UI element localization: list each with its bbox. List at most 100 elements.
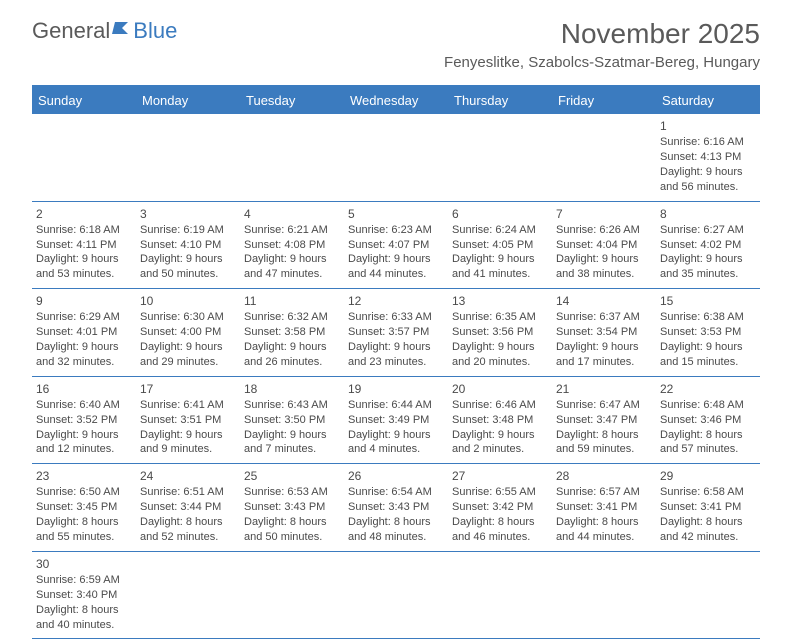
day-number: 9 — [36, 293, 132, 309]
sunset-text: Sunset: 4:10 PM — [140, 238, 236, 253]
day-number: 29 — [660, 468, 756, 484]
day-cell: 11Sunrise: 6:32 AMSunset: 3:58 PMDayligh… — [240, 289, 344, 376]
empty-cell — [136, 552, 240, 639]
sunset-text: Sunset: 3:46 PM — [660, 413, 756, 428]
daylight-text: Daylight: 8 hours — [660, 515, 756, 530]
day-number: 4 — [244, 206, 340, 222]
empty-cell — [344, 114, 448, 201]
daylight-text: and 53 minutes. — [36, 267, 132, 282]
daylight-text: Daylight: 9 hours — [452, 252, 548, 267]
daylight-text: and 17 minutes. — [556, 355, 652, 370]
daylight-text: and 2 minutes. — [452, 442, 548, 457]
sunset-text: Sunset: 3:54 PM — [556, 325, 652, 340]
daylight-text: Daylight: 8 hours — [660, 428, 756, 443]
daylight-text: and 38 minutes. — [556, 267, 652, 282]
day-number: 25 — [244, 468, 340, 484]
title-block: November 2025 Fenyeslitke, Szabolcs-Szat… — [444, 18, 760, 71]
logo-text-1: General — [32, 18, 110, 44]
day-cell: 20Sunrise: 6:46 AMSunset: 3:48 PMDayligh… — [448, 377, 552, 464]
empty-cell — [32, 114, 136, 201]
day-number: 27 — [452, 468, 548, 484]
sunrise-text: Sunrise: 6:23 AM — [348, 223, 444, 238]
daylight-text: Daylight: 8 hours — [452, 515, 548, 530]
day-number: 11 — [244, 293, 340, 309]
daylight-text: Daylight: 9 hours — [36, 428, 132, 443]
day-cell: 2Sunrise: 6:18 AMSunset: 4:11 PMDaylight… — [32, 202, 136, 289]
daylight-text: Daylight: 9 hours — [140, 252, 236, 267]
day-number: 5 — [348, 206, 444, 222]
sunrise-text: Sunrise: 6:27 AM — [660, 223, 756, 238]
empty-cell — [656, 552, 760, 639]
sunrise-text: Sunrise: 6:26 AM — [556, 223, 652, 238]
sunset-text: Sunset: 3:42 PM — [452, 500, 548, 515]
day-number: 20 — [452, 381, 548, 397]
sunrise-text: Sunrise: 6:19 AM — [140, 223, 236, 238]
day-cell: 8Sunrise: 6:27 AMSunset: 4:02 PMDaylight… — [656, 202, 760, 289]
sunrise-text: Sunrise: 6:38 AM — [660, 310, 756, 325]
daylight-text: and 57 minutes. — [660, 442, 756, 457]
logo-text-2: Blue — [133, 18, 177, 44]
sunrise-text: Sunrise: 6:40 AM — [36, 398, 132, 413]
daylight-text: and 23 minutes. — [348, 355, 444, 370]
daylight-text: Daylight: 8 hours — [36, 603, 132, 618]
day-number: 28 — [556, 468, 652, 484]
sunrise-text: Sunrise: 6:44 AM — [348, 398, 444, 413]
sunrise-text: Sunrise: 6:33 AM — [348, 310, 444, 325]
sunrise-text: Sunrise: 6:53 AM — [244, 485, 340, 500]
sunrise-text: Sunrise: 6:35 AM — [452, 310, 548, 325]
day-header-cell: Saturday — [656, 87, 760, 114]
daylight-text: Daylight: 9 hours — [348, 428, 444, 443]
daylight-text: Daylight: 8 hours — [244, 515, 340, 530]
sunset-text: Sunset: 4:02 PM — [660, 238, 756, 253]
daylight-text: and 7 minutes. — [244, 442, 340, 457]
sunrise-text: Sunrise: 6:51 AM — [140, 485, 236, 500]
sunrise-text: Sunrise: 6:59 AM — [36, 573, 132, 588]
daylight-text: and 50 minutes. — [140, 267, 236, 282]
sunset-text: Sunset: 3:51 PM — [140, 413, 236, 428]
daylight-text: Daylight: 8 hours — [556, 515, 652, 530]
sunset-text: Sunset: 3:57 PM — [348, 325, 444, 340]
sunrise-text: Sunrise: 6:57 AM — [556, 485, 652, 500]
sunset-text: Sunset: 3:50 PM — [244, 413, 340, 428]
sunset-text: Sunset: 3:40 PM — [36, 588, 132, 603]
day-header-cell: Wednesday — [344, 87, 448, 114]
daylight-text: and 26 minutes. — [244, 355, 340, 370]
daylight-text: and 55 minutes. — [36, 530, 132, 545]
empty-cell — [552, 552, 656, 639]
day-cell: 14Sunrise: 6:37 AMSunset: 3:54 PMDayligh… — [552, 289, 656, 376]
day-number: 21 — [556, 381, 652, 397]
daylight-text: and 4 minutes. — [348, 442, 444, 457]
daylight-text: Daylight: 9 hours — [36, 340, 132, 355]
daylight-text: and 12 minutes. — [36, 442, 132, 457]
daylight-text: and 42 minutes. — [660, 530, 756, 545]
sunset-text: Sunset: 4:07 PM — [348, 238, 444, 253]
sunrise-text: Sunrise: 6:43 AM — [244, 398, 340, 413]
daylight-text: and 52 minutes. — [140, 530, 236, 545]
sunrise-text: Sunrise: 6:46 AM — [452, 398, 548, 413]
day-cell: 16Sunrise: 6:40 AMSunset: 3:52 PMDayligh… — [32, 377, 136, 464]
daylight-text: Daylight: 9 hours — [660, 340, 756, 355]
day-number: 16 — [36, 381, 132, 397]
day-number: 1 — [660, 118, 756, 134]
day-cell: 3Sunrise: 6:19 AMSunset: 4:10 PMDaylight… — [136, 202, 240, 289]
day-number: 22 — [660, 381, 756, 397]
sunset-text: Sunset: 3:44 PM — [140, 500, 236, 515]
day-number: 14 — [556, 293, 652, 309]
sunrise-text: Sunrise: 6:24 AM — [452, 223, 548, 238]
day-cell: 29Sunrise: 6:58 AMSunset: 3:41 PMDayligh… — [656, 464, 760, 551]
daylight-text: Daylight: 9 hours — [660, 252, 756, 267]
sunset-text: Sunset: 3:45 PM — [36, 500, 132, 515]
sunset-text: Sunset: 4:13 PM — [660, 150, 756, 165]
sunset-text: Sunset: 4:04 PM — [556, 238, 652, 253]
day-cell: 26Sunrise: 6:54 AMSunset: 3:43 PMDayligh… — [344, 464, 448, 551]
sunrise-text: Sunrise: 6:58 AM — [660, 485, 756, 500]
day-cell: 1Sunrise: 6:16 AMSunset: 4:13 PMDaylight… — [656, 114, 760, 201]
daylight-text: Daylight: 8 hours — [556, 428, 652, 443]
day-cell: 9Sunrise: 6:29 AMSunset: 4:01 PMDaylight… — [32, 289, 136, 376]
sunrise-text: Sunrise: 6:48 AM — [660, 398, 756, 413]
daylight-text: Daylight: 8 hours — [348, 515, 444, 530]
empty-cell — [344, 552, 448, 639]
sunset-text: Sunset: 3:43 PM — [244, 500, 340, 515]
day-cell: 28Sunrise: 6:57 AMSunset: 3:41 PMDayligh… — [552, 464, 656, 551]
daylight-text: Daylight: 9 hours — [244, 252, 340, 267]
